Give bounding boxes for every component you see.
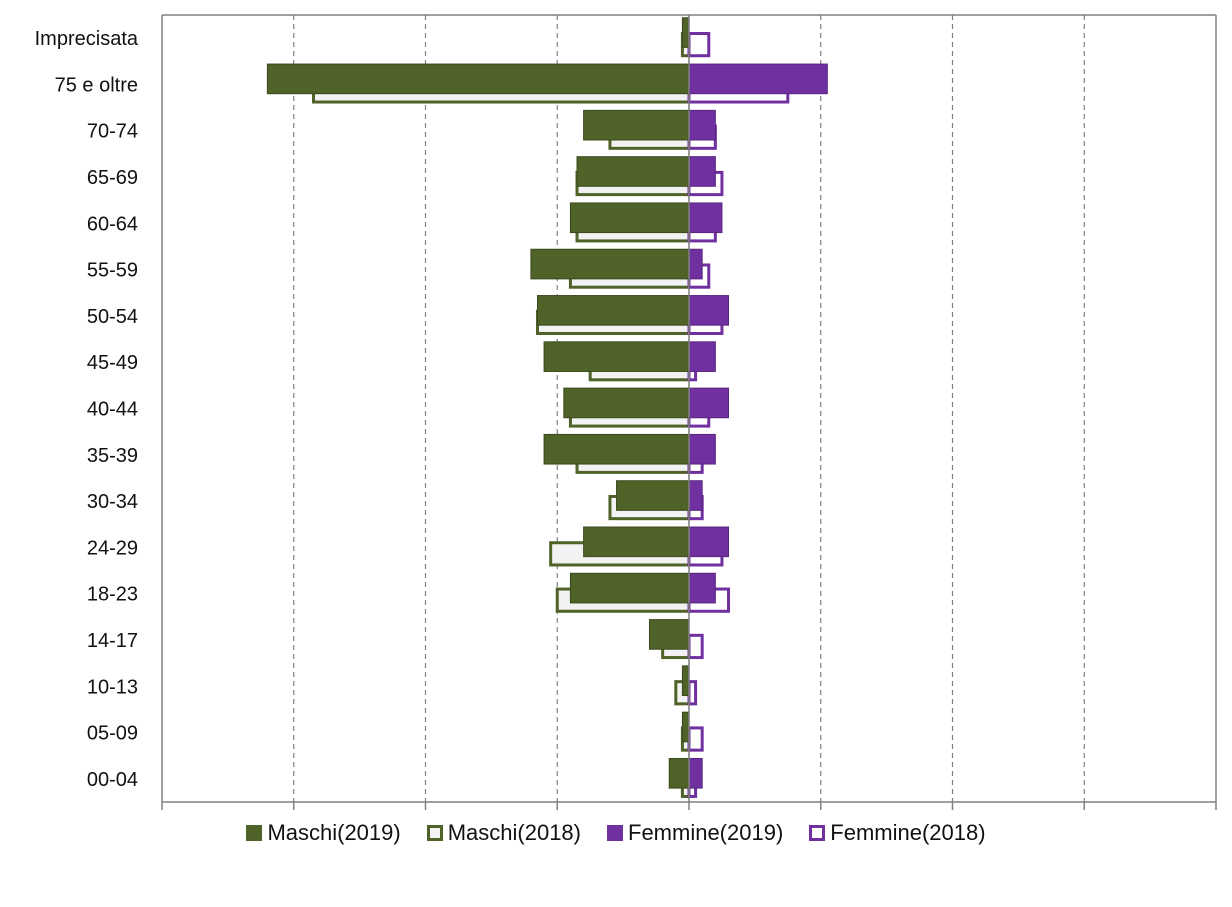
- legend-item-femmine-2019: Femmine(2019): [607, 820, 783, 846]
- bar-femmine-2019: [688, 109, 716, 141]
- legend-item-maschi-2018: Maschi(2018): [426, 820, 581, 846]
- y-category-label: 60-64: [87, 213, 138, 235]
- legend-label-femmine-2019: Femmine(2019): [628, 820, 784, 845]
- bar-maschi-2019: [583, 109, 690, 141]
- legend-item-maschi-2019: Maschi(2019): [246, 820, 401, 846]
- bar-femmine-2018: [687, 726, 704, 752]
- y-category-label: 00-04: [87, 769, 138, 791]
- y-category-label: Imprecisata: [35, 28, 139, 50]
- bar-femmine-2018: [687, 32, 711, 58]
- y-category-label: 14-17: [87, 630, 138, 652]
- bar-maschi-2019: [569, 202, 690, 234]
- legend-swatch-maschi-2018: [426, 825, 443, 841]
- bar-maschi-2019: [681, 665, 690, 697]
- bar-maschi-2019: [576, 156, 690, 187]
- bar-maschi-2019: [616, 480, 690, 511]
- legend-swatch-maschi-2019: [246, 825, 263, 841]
- legend-label-femmine-2018: Femmine(2018): [830, 820, 986, 845]
- bar-maschi-2019: [668, 757, 690, 789]
- y-category-label: 35-39: [87, 445, 138, 467]
- y-category-label: 65-69: [87, 167, 138, 189]
- bar-maschi-2019: [266, 63, 690, 95]
- y-category-label: 45-49: [87, 352, 138, 374]
- bar-maschi-2019: [648, 619, 690, 650]
- bar-femmine-2018: [687, 633, 704, 660]
- bar-maschi-2019: [530, 248, 690, 280]
- bar-femmine-2019: [688, 295, 730, 326]
- bar-maschi-2019: [681, 17, 690, 48]
- legend-label-maschi-2019: Maschi(2019): [267, 820, 401, 845]
- legend-swatch-femmine-2019: [607, 825, 623, 841]
- legend-swatch-femmine-2018: [809, 825, 826, 841]
- bar-femmine-2019: [688, 526, 730, 558]
- bar-maschi-2019: [543, 433, 690, 465]
- bar-maschi-2019: [543, 341, 690, 372]
- bar-maschi-2019: [563, 387, 690, 419]
- y-category-label: 10-13: [87, 676, 138, 698]
- bar-maschi-2019: [536, 295, 690, 326]
- y-category-label: 40-44: [87, 399, 138, 421]
- bar-maschi-2019: [681, 711, 690, 743]
- bar-femmine-2019: [688, 480, 703, 511]
- bar-femmine-2019: [688, 202, 723, 234]
- chart-legend: Maschi(2019) Maschi(2018) Femmine(2019) …: [0, 820, 1232, 846]
- bar-femmine-2019: [688, 387, 730, 419]
- legend-label-maschi-2018: Maschi(2018): [447, 820, 581, 845]
- bar-femmine-2019: [688, 341, 716, 372]
- bar-femmine-2019: [688, 433, 716, 465]
- bar-femmine-2019: [688, 572, 716, 604]
- bar-femmine-2019: [688, 248, 703, 280]
- y-category-label: 18-23: [87, 584, 138, 606]
- bar-femmine-2019: [688, 757, 703, 789]
- bar-femmine-2018: [687, 680, 698, 706]
- y-category-label: 24-29: [87, 537, 138, 559]
- y-category-label: 30-34: [87, 491, 138, 513]
- y-category-label: 70-74: [87, 121, 138, 143]
- y-category-label: 55-59: [87, 260, 138, 282]
- bar-femmine-2019: [688, 63, 828, 95]
- bar-maschi-2019: [583, 526, 690, 558]
- bar-maschi-2019: [569, 572, 690, 604]
- y-category-label: 50-54: [87, 306, 138, 328]
- bar-femmine-2019: [688, 156, 716, 187]
- y-category-label: 75 e oltre: [55, 74, 138, 96]
- y-category-label: 05-09: [87, 723, 138, 745]
- chart-canvas: 80604020020406080Imprecisata75 e oltre70…: [35, 14, 1217, 810]
- legend-item-femmine-2018: Femmine(2018): [809, 820, 986, 846]
